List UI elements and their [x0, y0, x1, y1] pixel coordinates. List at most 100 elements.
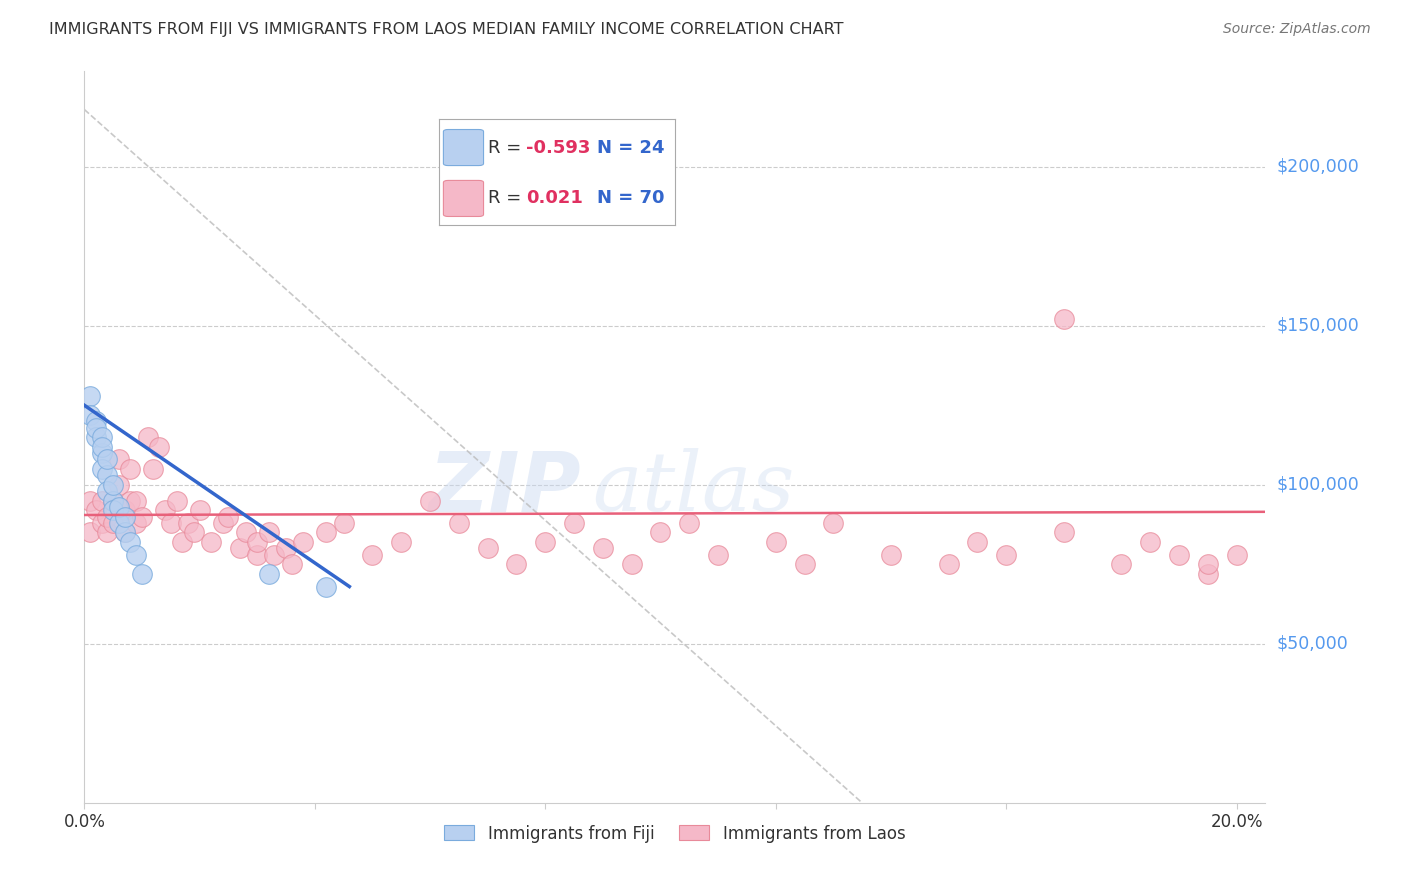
Point — [678, 516, 700, 530]
Point — [592, 541, 614, 556]
Point — [114, 503, 136, 517]
Point — [292, 535, 315, 549]
Point — [96, 452, 118, 467]
Point — [79, 493, 101, 508]
Text: IMMIGRANTS FROM FIJI VS IMMIGRANTS FROM LAOS MEDIAN FAMILY INCOME CORRELATION CH: IMMIGRANTS FROM FIJI VS IMMIGRANTS FROM … — [49, 22, 844, 37]
Point — [96, 525, 118, 540]
Point — [447, 516, 470, 530]
Point — [938, 558, 960, 572]
Point — [101, 503, 124, 517]
Point — [166, 493, 188, 508]
Point — [96, 484, 118, 499]
Point — [84, 430, 107, 444]
Point — [332, 516, 354, 530]
Point — [131, 566, 153, 581]
Text: atlas: atlas — [592, 449, 794, 528]
Point — [108, 477, 131, 491]
Point — [90, 446, 112, 460]
Point — [96, 509, 118, 524]
Point — [562, 516, 585, 530]
Point — [90, 516, 112, 530]
Point — [534, 535, 557, 549]
Point — [211, 516, 233, 530]
Point — [995, 548, 1018, 562]
Point — [966, 535, 988, 549]
Point — [281, 558, 304, 572]
Point — [84, 503, 107, 517]
Point — [880, 548, 903, 562]
Point — [1197, 558, 1219, 572]
Point — [153, 503, 176, 517]
Point — [96, 468, 118, 483]
Point — [477, 541, 499, 556]
Point — [620, 558, 643, 572]
Point — [79, 525, 101, 540]
Point — [183, 525, 205, 540]
Point — [793, 558, 815, 572]
Point — [1197, 566, 1219, 581]
Point — [90, 462, 112, 476]
Point — [315, 525, 337, 540]
Text: Source: ZipAtlas.com: Source: ZipAtlas.com — [1223, 22, 1371, 37]
Point — [650, 525, 672, 540]
Point — [125, 516, 148, 530]
Point — [274, 541, 297, 556]
Point — [120, 462, 142, 476]
Point — [84, 414, 107, 428]
Point — [131, 509, 153, 524]
Point — [1168, 548, 1191, 562]
Point — [188, 503, 211, 517]
Legend: Immigrants from Fiji, Immigrants from Laos: Immigrants from Fiji, Immigrants from La… — [437, 818, 912, 849]
Point — [257, 566, 280, 581]
Point — [257, 525, 280, 540]
Point — [1111, 558, 1133, 572]
Point — [707, 548, 730, 562]
Point — [1053, 525, 1076, 540]
Point — [229, 541, 252, 556]
Point — [114, 525, 136, 540]
Point — [125, 493, 148, 508]
Point — [136, 430, 159, 444]
Point — [114, 509, 136, 524]
Point — [90, 430, 112, 444]
Point — [114, 525, 136, 540]
Point — [79, 389, 101, 403]
Point — [505, 558, 527, 572]
Point — [148, 440, 170, 454]
Point — [90, 493, 112, 508]
Point — [217, 509, 239, 524]
Point — [263, 548, 285, 562]
Point — [101, 493, 124, 508]
Point — [84, 420, 107, 434]
Point — [389, 535, 412, 549]
Point — [246, 548, 269, 562]
Point — [101, 477, 124, 491]
Point — [1226, 548, 1249, 562]
Point — [361, 548, 384, 562]
Text: $150,000: $150,000 — [1277, 317, 1360, 334]
Point — [823, 516, 845, 530]
Point — [108, 452, 131, 467]
Point — [142, 462, 165, 476]
Point — [90, 440, 112, 454]
Point — [315, 580, 337, 594]
Text: ZIP: ZIP — [427, 448, 581, 529]
Point — [1053, 312, 1076, 326]
Point — [200, 535, 222, 549]
Point — [177, 516, 200, 530]
Point — [120, 493, 142, 508]
Point — [108, 500, 131, 514]
Text: $100,000: $100,000 — [1277, 475, 1360, 494]
Point — [235, 525, 257, 540]
Point — [1139, 535, 1161, 549]
Point — [101, 493, 124, 508]
Point — [125, 548, 148, 562]
Text: $50,000: $50,000 — [1277, 635, 1348, 653]
Point — [79, 408, 101, 422]
Point — [419, 493, 441, 508]
Point — [246, 535, 269, 549]
Point — [120, 535, 142, 549]
Point — [159, 516, 181, 530]
Point — [108, 516, 131, 530]
Point — [765, 535, 787, 549]
